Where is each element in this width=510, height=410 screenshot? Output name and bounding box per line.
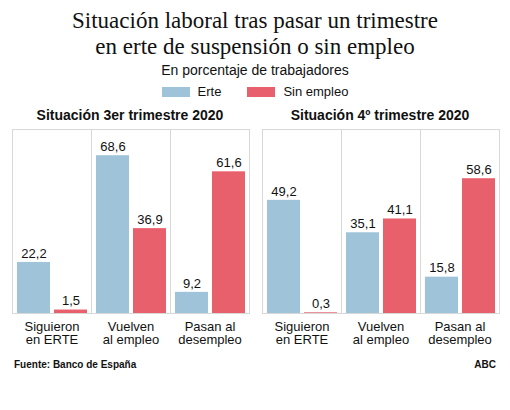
html-text:En porcentaje de trabajadores: En porcentaje de trabajadores bbox=[161, 62, 349, 78]
svg-text:36,9: 36,9 bbox=[137, 212, 162, 227]
svg-text:15,8: 15,8 bbox=[429, 260, 454, 275]
html-text:Erte: Erte bbox=[197, 84, 222, 99]
html-text:en erte de suspensión o sin em: en erte de suspensión o sin empleo bbox=[95, 34, 415, 59]
svg-text:49,2: 49,2 bbox=[271, 184, 296, 199]
svg-text:Pasan aldesempleo: Pasan aldesempleo bbox=[428, 319, 492, 347]
svg-text:Vuelvenal empleo: Vuelvenal empleo bbox=[353, 319, 409, 347]
svg-text:0,3: 0,3 bbox=[312, 296, 330, 311]
svg-text:22,2: 22,2 bbox=[21, 246, 46, 261]
svg-text:Vuelvenal empleo: Vuelvenal empleo bbox=[103, 319, 159, 347]
html-text:Situación 4º trimestre 2020: Situación 4º trimestre 2020 bbox=[290, 107, 470, 123]
svg-text:41,1: 41,1 bbox=[387, 202, 412, 217]
svg-text:Siguieronen ERTE: Siguieronen ERTE bbox=[275, 319, 330, 347]
svg-text:68,6: 68,6 bbox=[100, 139, 125, 154]
html-text:Situación laboral tras pasar u: Situación laboral tras pasar un trimestr… bbox=[72, 8, 438, 33]
svg-text:61,6: 61,6 bbox=[216, 155, 241, 170]
svg-text:58,6: 58,6 bbox=[466, 162, 491, 177]
svg-text:Pasan aldesempleo: Pasan aldesempleo bbox=[178, 319, 242, 347]
svg-text:1,5: 1,5 bbox=[62, 293, 80, 308]
html-text:Sin empleo: Sin empleo bbox=[283, 84, 349, 99]
svg-text:Siguieronen ERTE: Siguieronen ERTE bbox=[25, 319, 80, 347]
svg-text:35,1: 35,1 bbox=[350, 216, 375, 231]
svg-text:9,2: 9,2 bbox=[183, 276, 201, 291]
html-text:Situación 3er trimestre 2020: Situación 3er trimestre 2020 bbox=[36, 107, 224, 123]
html-text:Fuente: Banco de España: Fuente: Banco de España bbox=[14, 359, 137, 370]
html-text:ABC: ABC bbox=[474, 359, 496, 370]
